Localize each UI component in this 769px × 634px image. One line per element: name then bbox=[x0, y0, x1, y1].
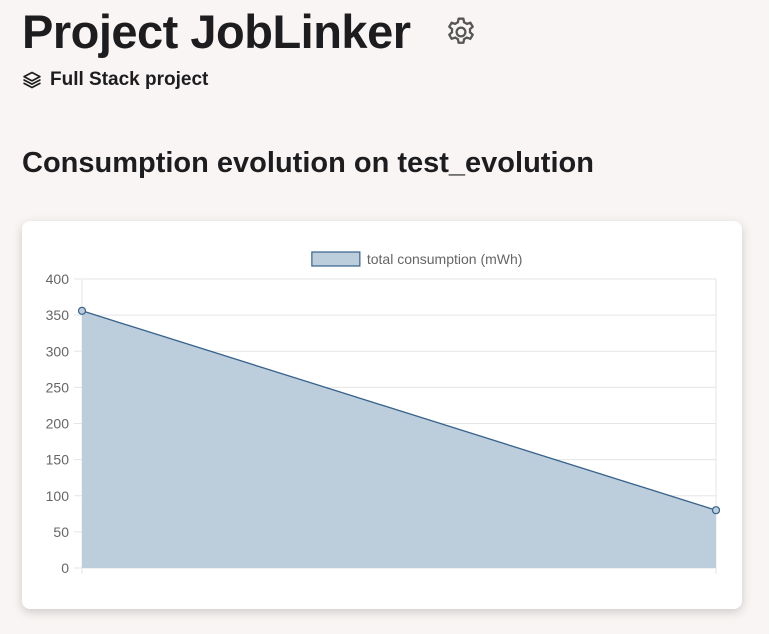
gear-icon bbox=[447, 17, 474, 44]
consumption-chart: 0 50 100 150 200 250 300 350 400 total consumptio… bbox=[46, 251, 721, 576]
settings-button[interactable] bbox=[443, 14, 479, 50]
data-point bbox=[711, 506, 721, 515]
series-line bbox=[81, 310, 717, 511]
y-tick-label: 100 bbox=[46, 488, 70, 504]
y-tick-label: 50 bbox=[53, 524, 69, 540]
project-type: Full Stack project bbox=[22, 68, 208, 92]
layers-icon bbox=[22, 70, 42, 90]
y-tick-label: 300 bbox=[46, 343, 70, 359]
project-type-label: Full Stack project bbox=[50, 69, 209, 90]
data-point bbox=[77, 306, 87, 315]
y-tick-label: 0 bbox=[61, 560, 69, 576]
legend-label: total consumption (mWh) bbox=[367, 251, 523, 267]
y-tick-label: 400 bbox=[46, 271, 70, 287]
y-tick-label: 200 bbox=[46, 416, 70, 432]
series-area bbox=[82, 310, 716, 568]
chart-card: 0 50 100 150 200 250 300 350 400 total consumptio… bbox=[22, 221, 742, 609]
section-title: Consumption evolution on test_evolution bbox=[22, 147, 594, 179]
title-row: Project JobLinker bbox=[22, 6, 479, 58]
page-title: Project JobLinker bbox=[22, 5, 411, 58]
y-tick-label: 350 bbox=[46, 307, 70, 323]
y-tick-label: 150 bbox=[46, 452, 70, 468]
legend-swatch bbox=[311, 251, 361, 267]
y-tick-label: 250 bbox=[46, 379, 70, 395]
